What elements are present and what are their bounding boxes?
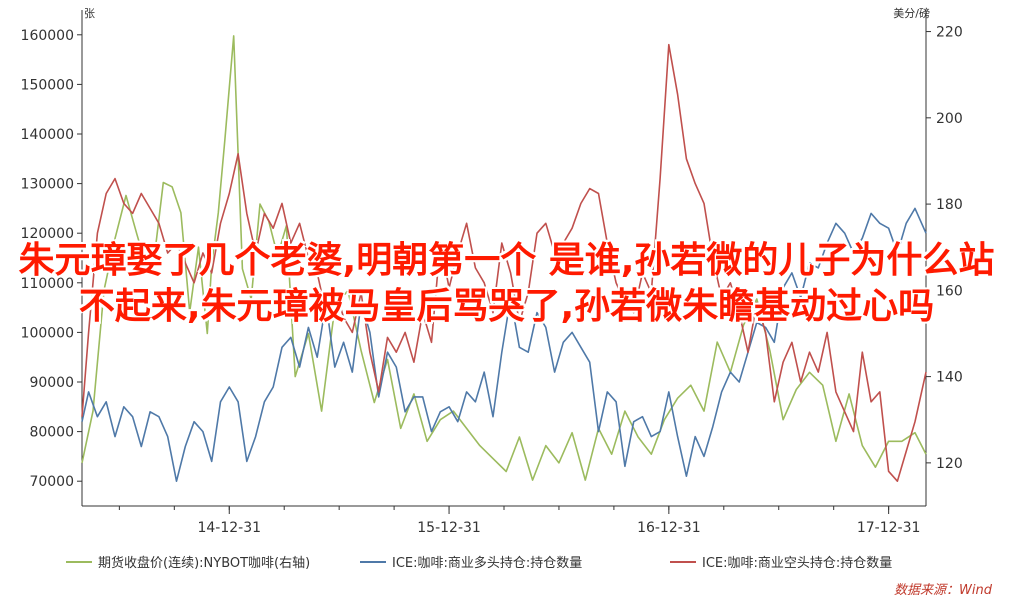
right-tick-label: 180 xyxy=(936,197,963,213)
left-tick-label: 140000 xyxy=(21,127,74,143)
legend-label-1: ICE:咖啡:商业多头持仓:持仓数量 xyxy=(392,555,582,571)
right-tick-label: 220 xyxy=(936,25,963,41)
left-tick-label: 160000 xyxy=(21,28,74,44)
x-tick-label: 14-12-31 xyxy=(197,520,261,536)
right-tick-label: 140 xyxy=(936,370,963,386)
series-lines xyxy=(81,35,927,483)
left-tick-label: 130000 xyxy=(21,177,74,193)
x-axis-ticks: 14-12-31 15-12-31 16-12-31 17-12-31 xyxy=(118,506,921,536)
left-tick-label: 110000 xyxy=(21,276,74,292)
series-line-0 xyxy=(81,35,927,481)
x-tick-label: 17-12-31 xyxy=(857,520,921,536)
data-source: 数据来源：Wind xyxy=(894,583,993,598)
right-tick-label: 200 xyxy=(936,111,963,127)
left-tick-label: 80000 xyxy=(29,425,74,441)
right-tick-label: 160 xyxy=(936,283,963,299)
x-tick-label: 16-12-31 xyxy=(637,520,701,536)
left-tick-label: 120000 xyxy=(21,226,74,242)
legend-label-0: 期货收盘价(连续):NYBOT咖啡(右轴) xyxy=(98,555,310,571)
right-axis-unit: 美分/磅 xyxy=(893,6,930,20)
right-axis-ticks: 120 140 160 180 200 220 xyxy=(926,25,963,472)
left-axis-unit: 张 xyxy=(84,7,95,20)
right-tick-label: 120 xyxy=(936,456,963,472)
left-tick-label: 150000 xyxy=(21,77,74,93)
left-axis-ticks: 70000 80000 90000 100000 110000 120000 130000 1… xyxy=(21,28,82,490)
left-tick-label: 70000 xyxy=(29,474,74,490)
series-line-2 xyxy=(81,43,927,483)
left-tick-label: 100000 xyxy=(21,325,74,341)
overlay-headline: 朱元璋娶了几个老婆,明朝第一个 是谁,孙若微的儿子为什么站不起来,朱元璋被马皇后… xyxy=(18,240,995,327)
legend-label-2: ICE:咖啡:商业空头持仓:持仓数量 xyxy=(702,556,892,571)
x-tick-label: 15-12-31 xyxy=(417,520,481,536)
series-line-1 xyxy=(81,207,927,483)
left-tick-label: 90000 xyxy=(29,375,74,391)
legend: 期货收盘价(连续):NYBOT咖啡(右轴) ICE:咖啡:商业多头持仓:持仓数量 I… xyxy=(66,555,892,571)
